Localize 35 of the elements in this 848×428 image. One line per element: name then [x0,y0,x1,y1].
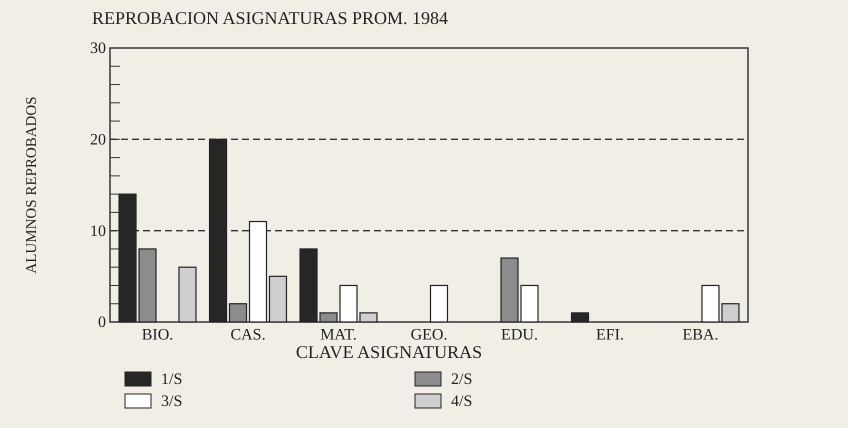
bar [500,257,519,323]
bar [701,284,720,323]
y-tick-label: 10 [90,222,106,240]
bar [248,220,268,323]
bar [118,194,137,323]
bar [721,303,740,323]
bar [319,312,338,323]
bar [339,284,358,323]
bar [138,248,157,323]
bar [430,284,448,323]
legend-label: 3/S [161,393,182,410]
bar [520,284,539,323]
bar [208,138,228,323]
y-tick-label: 20 [90,131,106,148]
x-axis-title: CLAVE ASIGNATURAS [296,342,482,362]
bar [570,312,590,323]
legend-label: 2/S [451,371,472,388]
y-tick-label: 0 [98,314,106,332]
bar [178,266,197,323]
y-tick-label: 30 [90,40,106,58]
x-tick-label: MAT. [320,326,357,344]
x-tick-label: EFI. [596,326,624,344]
bar [228,303,248,323]
x-tick-label: EDU. [501,326,538,344]
x-tick-label: EBA. [682,326,718,344]
x-tick-label: CAS. [230,326,266,344]
chart-title: REPROBACION ASIGNATURAS PROM. 1984 [92,8,448,28]
legend-label: 4/S [451,393,472,410]
y-axis-title: ALUMNOS REPROBADOS [24,96,40,274]
bar [359,312,378,323]
x-tick-label: GEO. [410,326,448,344]
bar [268,276,288,323]
bar [299,248,318,323]
x-tick-label: BIO. [142,326,174,344]
legend-label: 1/S [161,371,182,388]
